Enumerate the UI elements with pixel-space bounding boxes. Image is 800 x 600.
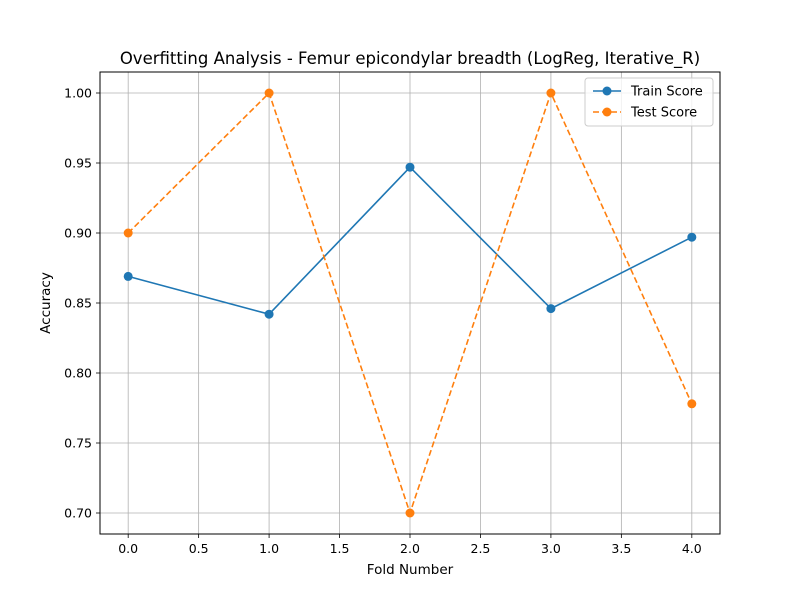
test-score-point [546,88,556,98]
train-score-legend-label: Train Score [630,85,703,100]
y-tick-label: 0.90 [64,226,92,241]
test-score-legend-label: Test Score [630,106,697,121]
y-tick-label: 1.00 [64,86,92,101]
y-tick-label: 0.80 [64,366,92,381]
x-tick-label: 0.5 [189,541,209,556]
series-lines [123,88,697,518]
x-tick-label: 2.0 [400,541,420,556]
x-axis-label: Fold Number [367,562,454,578]
chart-title: Overfitting Analysis - Femur epicondylar… [120,49,700,69]
x-tick-label: 4.0 [682,541,702,556]
legend: Train Score Test Score [584,77,714,127]
legend-box [584,77,714,127]
x-tick-label: 3.5 [611,541,631,556]
train-score-point [405,162,415,172]
y-tick-label: 0.70 [64,506,92,521]
x-tick-label: 3.0 [541,541,561,556]
x-tick-label: 1.5 [330,541,350,556]
test-score-point [405,508,415,518]
train-score-point [264,309,274,319]
x-tick-label: 2.5 [471,541,491,556]
x-tick-label: 0.0 [118,541,138,556]
y-tick-label: 0.95 [64,156,92,171]
train-score-point [123,271,133,281]
x-tick-label: 1.0 [259,541,279,556]
train-score-legend-marker [602,86,612,96]
train-score-point [546,304,556,314]
test-score-point [123,228,133,238]
y-tick-label: 0.75 [64,436,92,451]
axis-ticks: 0.0 0.5 1.0 1.5 2.0 2.5 3.0 3.5 4.0 0.70 0.75 0.80 0… [64,86,702,557]
test-score-point [264,88,274,98]
test-score-point [687,399,697,409]
y-tick-label: 0.85 [64,296,92,311]
test-score-legend-marker [602,107,612,117]
y-axis-label: Accuracy [38,272,54,334]
train-score-point [687,232,697,242]
